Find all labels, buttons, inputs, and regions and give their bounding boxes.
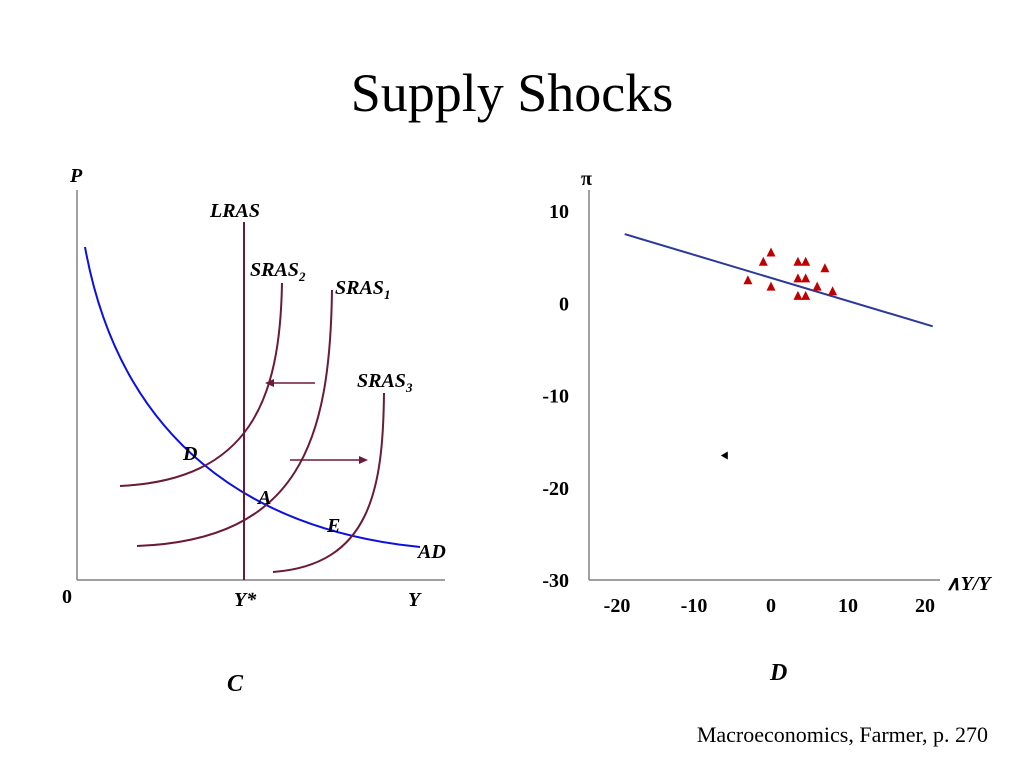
ad-label: AD [416,541,446,563]
scatter-point [758,256,768,266]
scatter-point [801,273,811,283]
scatter-point [743,275,753,285]
sras1-curve [136,289,333,547]
panel-d-y-axis-label: π [581,168,592,190]
shift-right-arrow [290,456,368,464]
panel-c-y-axis-label: P [69,165,83,187]
sras3-curve [272,392,385,573]
scatter-point [812,281,822,291]
lras-label: LRAS [209,200,260,222]
scatter-point [766,247,776,257]
point-e-label: E [326,515,340,537]
panel-d: π ∧Y/Y 10 0 -10 -20 -30 -20 -10 0 10 20 D [542,168,992,686]
sras1-label: SRAS1 [335,277,390,302]
y-tick-label: 10 [549,201,569,223]
scatter-point [801,290,811,300]
sras2-curve [119,282,283,487]
panel-d-y-ticks: 10 0 -10 -20 -30 [542,201,569,592]
panel-c: P Y 0 Y* AD LRAS SRAS2 SRAS1 SRAS3 D A E [62,165,446,697]
scatter-point [828,286,838,296]
panel-c-x-axis-label: Y [408,589,422,611]
scatter-point [820,263,830,273]
source-credit: Macroeconomics, Farmer, p. 270 [696,722,988,747]
panel-c-origin-label: 0 [62,586,72,608]
trend-line [624,233,933,328]
scatter-point [793,256,803,266]
scatter-point [793,290,803,300]
x-tick-label: 20 [915,595,935,617]
sras1-label-name: SRAS [335,277,384,299]
x-tick-label: 10 [838,595,858,617]
sras1-label-sub: 1 [384,287,391,302]
panel-c-ystar-label: Y* [234,589,257,611]
x-tick-label: -20 [604,595,631,617]
sras2-label-name: SRAS [250,259,299,281]
sras3-label: SRAS3 [357,370,413,395]
point-d-label: D [182,443,197,465]
y-tick-label: -10 [542,386,569,408]
y-tick-label: -30 [542,570,569,592]
panel-d-x-ticks: -20 -10 0 10 20 [604,595,935,617]
sras3-label-name: SRAS [357,370,406,392]
shift-left-arrow [265,379,315,387]
point-a-label: A [256,487,271,509]
scatter-point [801,256,811,266]
scatter-point [766,281,776,291]
scatter-point [793,273,803,283]
x-tick-label: -10 [681,595,708,617]
panel-d-label: D [769,660,787,686]
slide-title: Supply Shocks [350,63,674,123]
sras2-label: SRAS2 [250,259,306,284]
panel-d-x-axis-label: ∧Y/Y [946,573,992,595]
sras3-label-sub: 3 [405,380,413,395]
sras2-label-sub: 2 [298,269,306,284]
y-tick-label: -20 [542,478,569,500]
x-tick-label: 0 [766,595,776,617]
y-tick-label: 0 [559,293,569,315]
outlier-marker [720,451,728,460]
scatter-markers [743,247,838,300]
panel-c-label: C [227,671,244,697]
